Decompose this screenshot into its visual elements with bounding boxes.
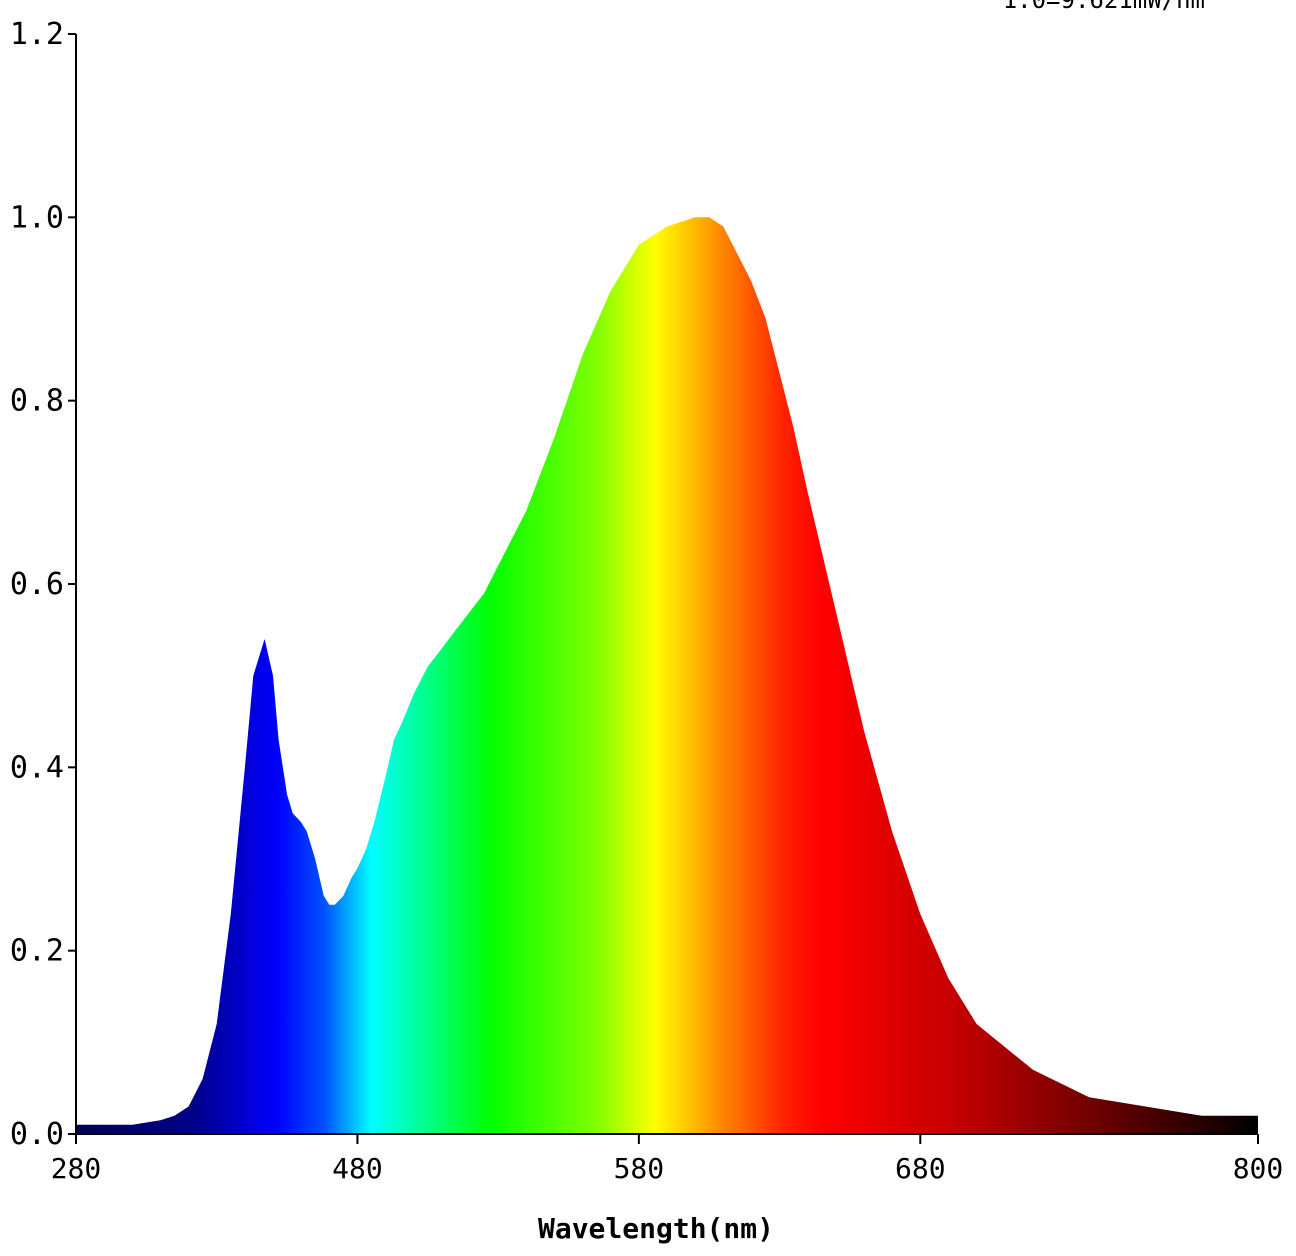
spectrum-area [76,217,1258,1135]
y-tick-label: 0.6 [10,567,64,602]
y-tick-label: 1.2 [10,17,64,52]
y-ticks: 0.0 0.2 0.4 0.6 0.8 1.0 1.2 [10,17,76,1152]
x-tick-label: 800 [1233,1152,1284,1185]
x-ticks: 280 480 580 680 800 [51,1134,1284,1185]
x-tick-label: 480 [332,1152,383,1185]
top-right-label: 1.0=9.621mW/nm [1003,0,1205,14]
y-tick-label: 0.8 [10,384,64,419]
plot-area [76,217,1258,1135]
x-axis-label: Wavelength(nm) [538,1212,774,1245]
x-tick-label: 680 [895,1152,946,1185]
y-tick-label: 1.0 [10,200,64,235]
y-tick-label: 0.4 [10,750,64,785]
x-tick-label: 280 [51,1152,102,1185]
y-tick-label: 0.0 [10,1117,64,1152]
y-tick-label: 0.2 [10,934,64,969]
x-tick-label: 580 [614,1152,665,1185]
